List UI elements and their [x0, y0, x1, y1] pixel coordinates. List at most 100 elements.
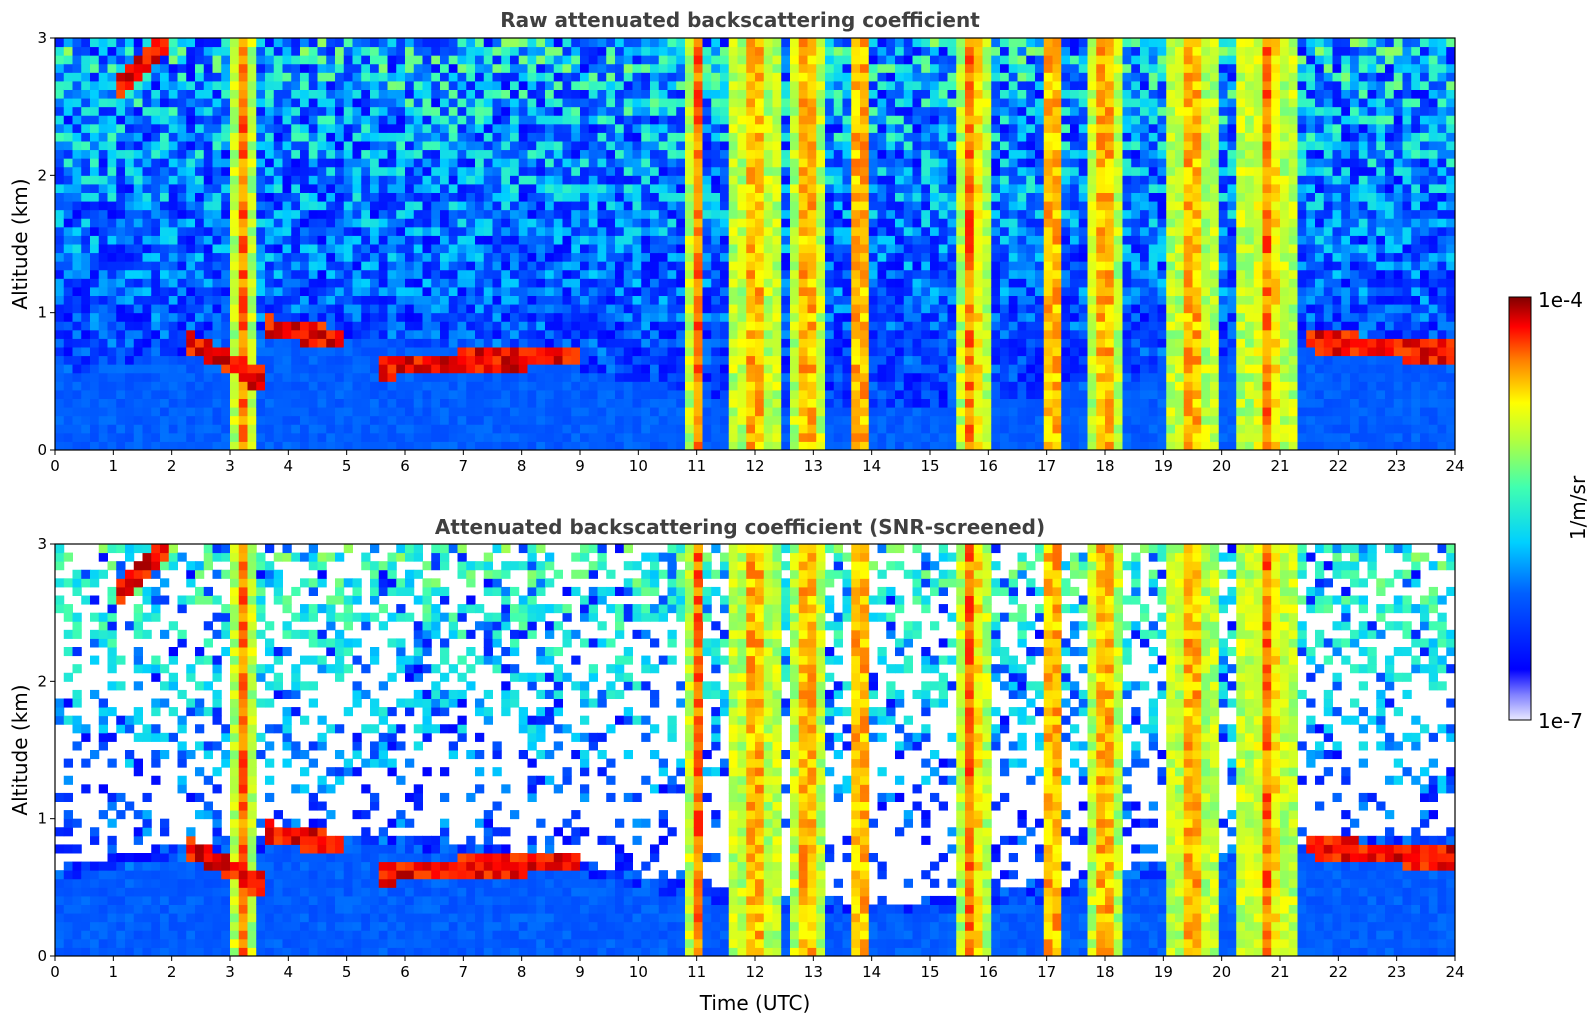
heatmap-cell	[799, 364, 808, 373]
heatmap-cell	[554, 304, 563, 313]
heatmap-cell	[860, 364, 869, 373]
heatmap-cell	[720, 227, 729, 236]
heatmap-cell	[396, 107, 405, 116]
heatmap-cell	[720, 373, 729, 382]
heatmap-cell	[440, 373, 449, 382]
heatmap-cell	[396, 201, 405, 210]
heatmap-cell	[309, 72, 318, 81]
heatmap-cell	[55, 296, 64, 305]
heatmap-cell	[921, 201, 930, 210]
heatmap-cell	[309, 210, 318, 219]
heatmap-cell	[711, 141, 720, 150]
heatmap-cell	[895, 373, 904, 382]
heatmap-cell	[414, 184, 423, 193]
heatmap-cell	[668, 193, 677, 202]
heatmap-cell	[510, 90, 519, 99]
heatmap-cell	[160, 296, 169, 305]
heatmap-cell	[335, 158, 344, 167]
heatmap-cell	[746, 132, 755, 141]
heatmap-cell	[606, 90, 615, 99]
heatmap-cell	[449, 227, 458, 236]
heatmap-cell	[510, 72, 519, 81]
heatmap-cell	[204, 270, 213, 279]
heatmap-cell	[633, 175, 642, 184]
heatmap-cell	[869, 132, 878, 141]
heatmap-cell	[423, 55, 432, 64]
heatmap-cell	[335, 55, 344, 64]
heatmap-cell	[528, 330, 537, 339]
heatmap-cell	[886, 81, 895, 90]
heatmap-cell	[668, 278, 677, 287]
heatmap-cell	[536, 72, 545, 81]
heatmap-cell	[248, 235, 257, 244]
heatmap-cell	[501, 381, 510, 390]
heatmap-cell	[440, 210, 449, 219]
heatmap-cell	[326, 261, 335, 270]
heatmap-cell	[274, 416, 283, 425]
heatmap-cell	[353, 218, 362, 227]
heatmap-cell	[501, 338, 510, 347]
heatmap-cell	[956, 416, 965, 425]
heatmap-cell	[659, 141, 668, 150]
heatmap-cell	[361, 141, 370, 150]
heatmap-cell	[746, 416, 755, 425]
heatmap-cell	[799, 296, 808, 305]
heatmap-cell	[178, 261, 187, 270]
heatmap-cell	[790, 338, 799, 347]
heatmap-cell	[493, 416, 502, 425]
heatmap-cell	[230, 270, 239, 279]
heatmap-cell	[659, 287, 668, 296]
heatmap-cell	[554, 132, 563, 141]
heatmap-cell	[64, 107, 73, 116]
heatmap-cell	[195, 244, 204, 253]
heatmap-cell	[711, 167, 720, 176]
heatmap-cell	[956, 107, 965, 116]
heatmap-cell	[825, 210, 834, 219]
heatmap-cell	[519, 158, 528, 167]
heatmap-cell	[108, 399, 117, 408]
heatmap-cell	[598, 64, 607, 73]
heatmap-cell	[860, 150, 869, 159]
heatmap-cell	[948, 321, 957, 330]
heatmap-cell	[816, 390, 825, 399]
heatmap-cell	[773, 321, 782, 330]
heatmap-cell	[396, 38, 405, 47]
heatmap-cell	[475, 55, 484, 64]
heatmap-cell	[300, 210, 309, 219]
heatmap-cell	[843, 424, 852, 433]
heatmap-cell	[248, 158, 257, 167]
heatmap-cell	[580, 373, 589, 382]
heatmap-cell	[414, 98, 423, 107]
heatmap-cell	[116, 244, 125, 253]
heatmap-cell	[265, 218, 274, 227]
heatmap-cell	[834, 107, 843, 116]
heatmap-cell	[571, 167, 580, 176]
heatmap-cell	[335, 235, 344, 244]
heatmap-cell	[64, 132, 73, 141]
heatmap-cell	[274, 227, 283, 236]
heatmap-cell	[668, 167, 677, 176]
heatmap-cell	[948, 416, 957, 425]
heatmap-cell	[956, 253, 965, 262]
heatmap-cell	[414, 175, 423, 184]
heatmap-cell	[641, 55, 650, 64]
heatmap-cell	[764, 193, 773, 202]
heatmap-cell	[930, 416, 939, 425]
heatmap-cell	[440, 158, 449, 167]
heatmap-cell	[668, 347, 677, 356]
heatmap-cell	[641, 201, 650, 210]
heatmap-cell	[720, 201, 729, 210]
heatmap-cell	[878, 373, 887, 382]
heatmap-cell	[720, 278, 729, 287]
heatmap-cell	[720, 38, 729, 47]
heatmap-cell	[790, 347, 799, 356]
heatmap-cell	[895, 433, 904, 442]
heatmap-cell	[904, 390, 913, 399]
heatmap-cell	[755, 132, 764, 141]
heatmap-cell	[458, 141, 467, 150]
heatmap-cell	[204, 381, 213, 390]
raw-backscatter-panel: Raw attenuated backscattering coefficien…	[8, 8, 1465, 475]
heatmap-cell	[606, 364, 615, 373]
heatmap-cell	[396, 175, 405, 184]
heatmap-cell	[851, 175, 860, 184]
